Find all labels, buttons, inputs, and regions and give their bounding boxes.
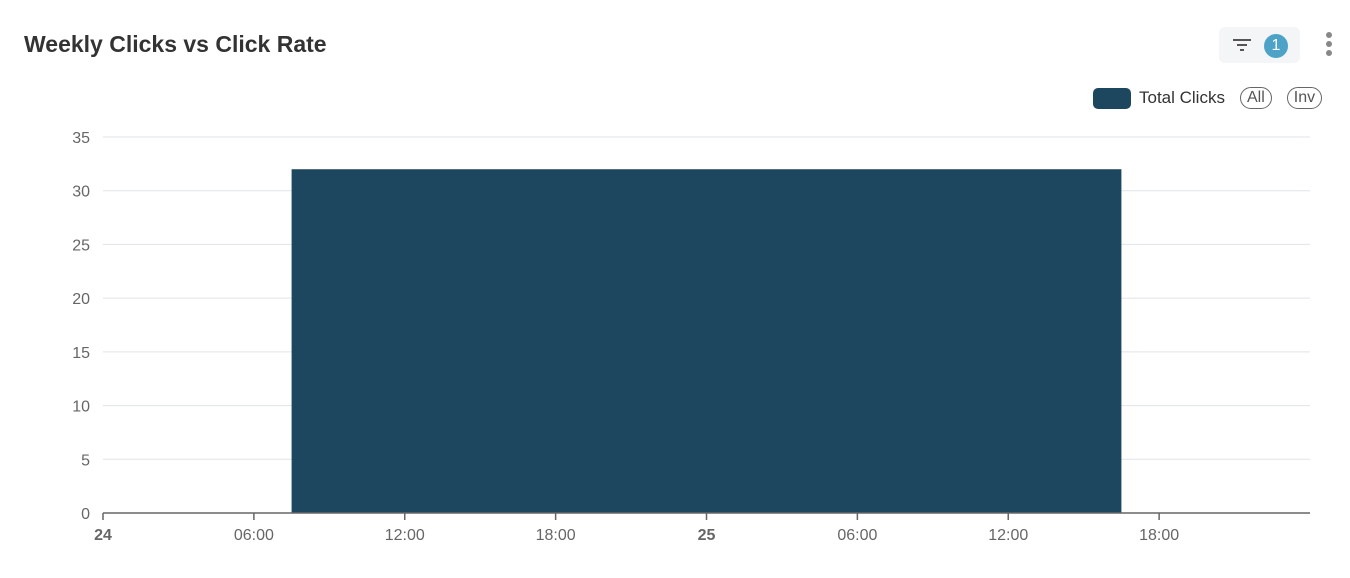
- y-tick-label: 30: [72, 184, 90, 201]
- x-tick-label: 18:00: [1139, 527, 1179, 544]
- y-tick-label: 5: [81, 452, 90, 469]
- more-vertical-icon[interactable]: [1322, 32, 1336, 60]
- x-tick-label: 25: [698, 527, 716, 544]
- y-tick-label: 25: [72, 237, 90, 254]
- legend-invert-button[interactable]: Inv: [1286, 87, 1323, 109]
- x-tick-label: 06:00: [837, 527, 877, 544]
- filter-icon: [1233, 39, 1251, 51]
- x-tick-label: 24: [94, 527, 112, 544]
- legend-all-button[interactable]: All: [1239, 87, 1272, 109]
- bar[interactable]: [291, 169, 1122, 513]
- x-tick-label: 06:00: [234, 527, 274, 544]
- filter-count-badge: 1: [1264, 34, 1288, 58]
- y-tick-label: 20: [72, 291, 90, 308]
- y-tick-label: 10: [72, 399, 90, 416]
- legend: Total Clicks All Inv: [1093, 87, 1323, 109]
- x-tick-label: 12:00: [988, 527, 1028, 544]
- x-tick-label: 12:00: [385, 527, 425, 544]
- filter-button[interactable]: 1: [1219, 27, 1300, 63]
- x-tick-label: 18:00: [536, 527, 576, 544]
- legend-swatch[interactable]: [1093, 87, 1131, 109]
- y-tick-label: 15: [72, 345, 90, 362]
- chart-title: Weekly Clicks vs Click Rate: [24, 31, 327, 57]
- legend-label[interactable]: Total Clicks: [1139, 88, 1225, 107]
- y-tick-label: 0: [81, 506, 90, 523]
- y-tick-label: 35: [72, 130, 90, 147]
